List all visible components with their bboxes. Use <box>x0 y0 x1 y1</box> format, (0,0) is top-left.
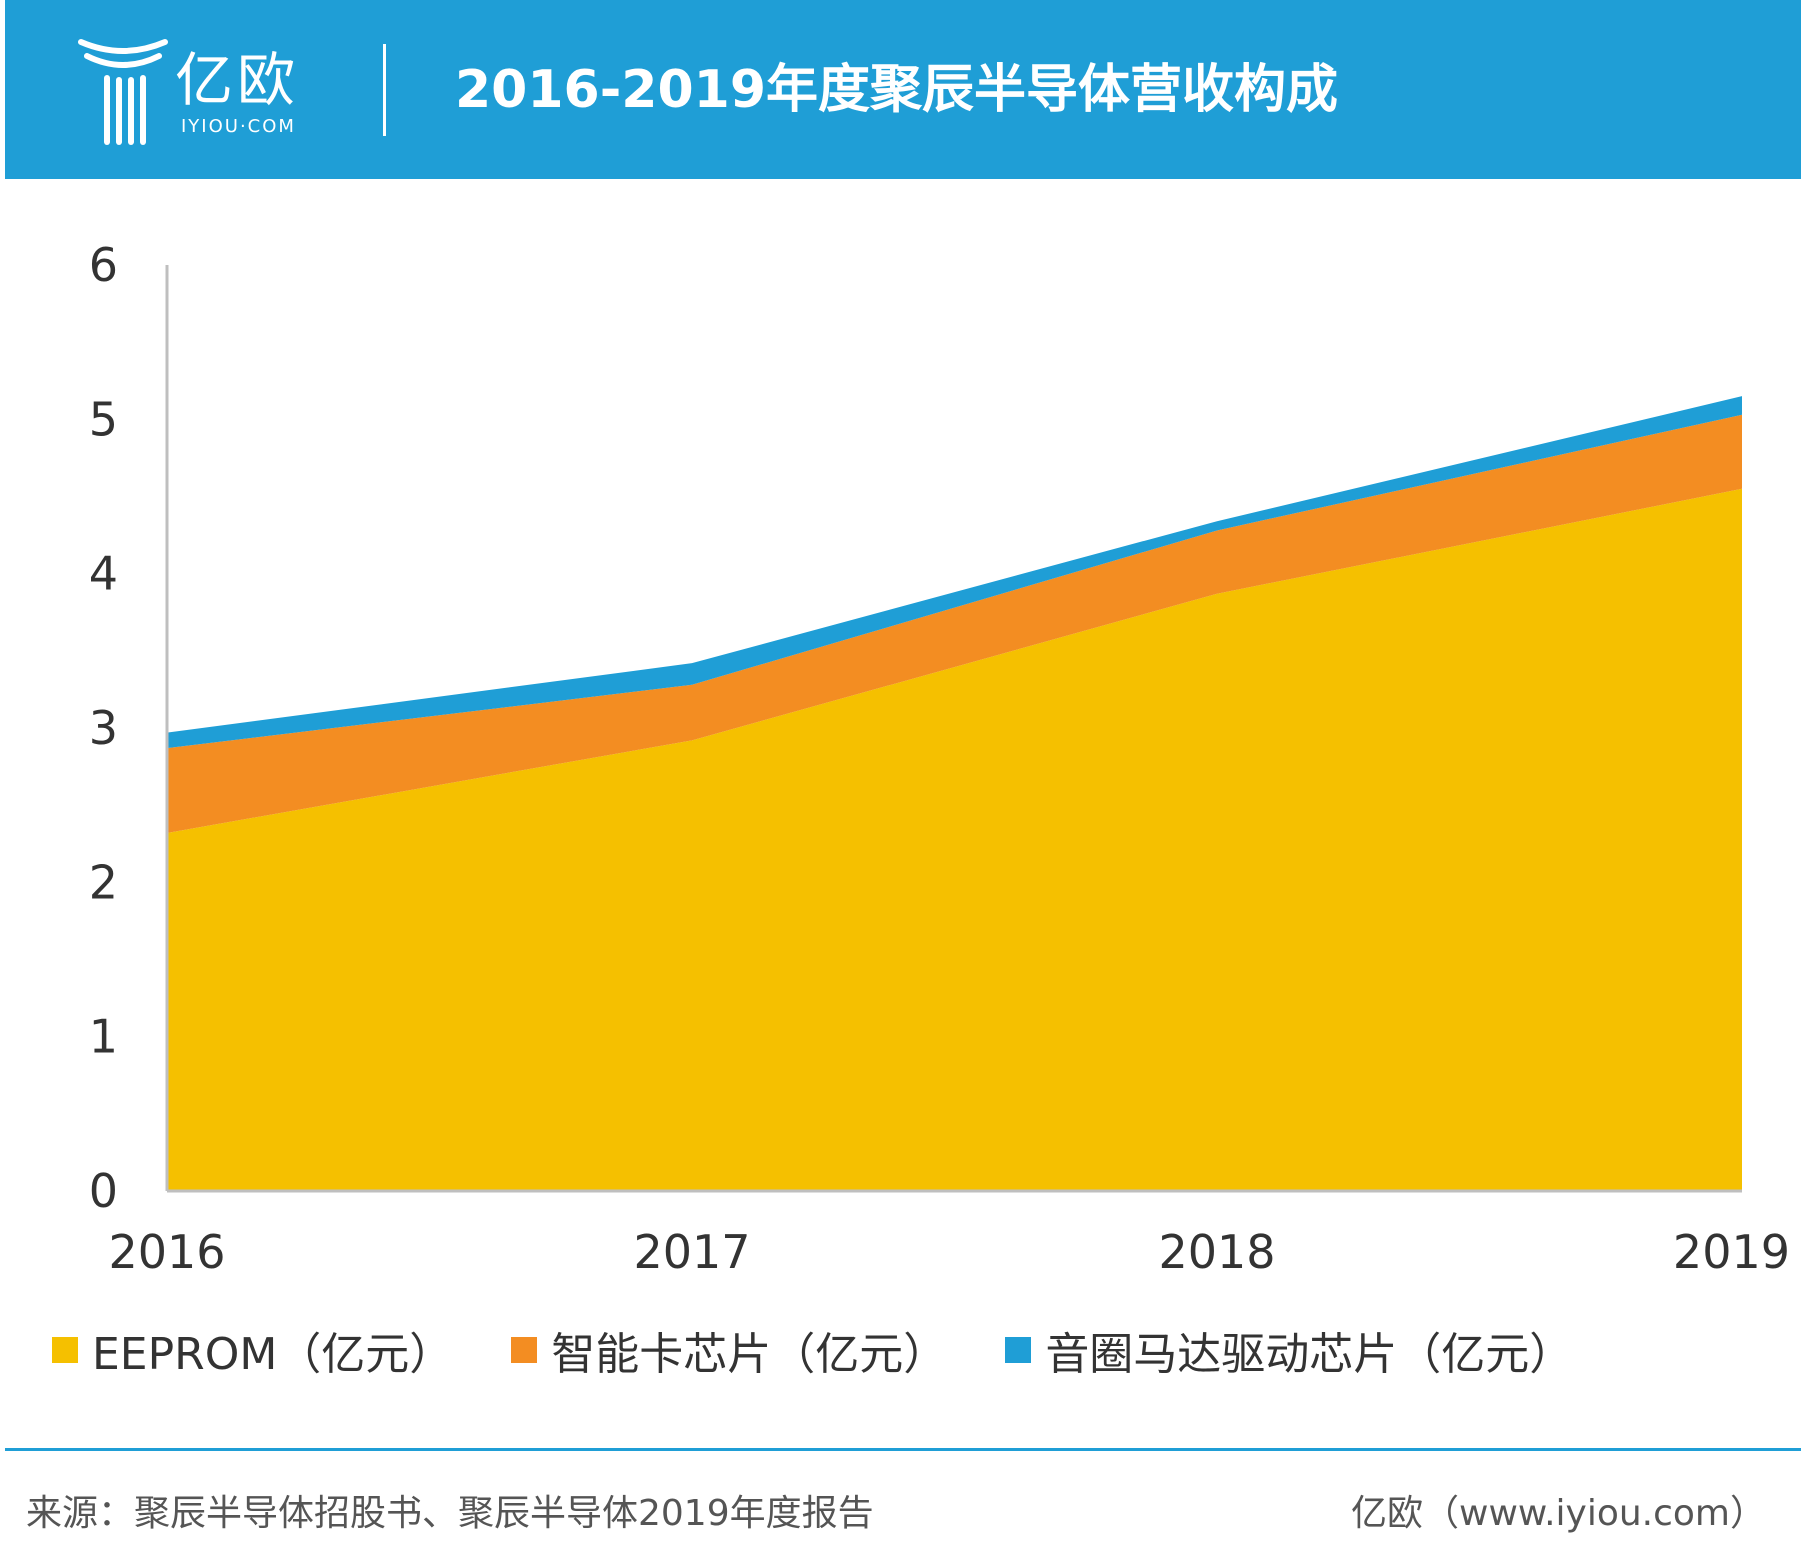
legend-item-voice-coil: 音圈马达驱动芯片（亿元） <box>1005 1318 1573 1382</box>
legend-swatch-eeprom <box>52 1337 78 1363</box>
y-tick-label-2: 2 <box>89 855 118 909</box>
y-tick-label-3: 3 <box>89 701 118 755</box>
x-tick-label-2: 2018 <box>1158 1225 1275 1279</box>
site-credit: 亿欧（www.iyiou.com） <box>1351 1493 1766 1534</box>
header-divider <box>383 44 386 136</box>
legend-swatch-voice-coil <box>1005 1337 1032 1363</box>
legend-label-eeprom: EEPROM（亿元） <box>92 1329 454 1380</box>
iyiou-logo-icon <box>78 39 168 145</box>
legend-swatch-smart-card <box>511 1337 538 1363</box>
logo-text: 亿欧 <box>175 46 300 114</box>
x-tick-label-0: 2016 <box>108 1225 225 1279</box>
y-tick-label-5: 5 <box>89 392 118 446</box>
footer-divider <box>5 1448 1801 1451</box>
axes-layer <box>165 265 1742 1193</box>
legend-item-eeprom: EEPROM（亿元） <box>52 1318 453 1382</box>
area-series-2 <box>167 396 1742 749</box>
legend-label-smart-card: 智能卡芯片（亿元） <box>551 1329 948 1380</box>
source-note: 来源：聚辰半导体招股书、聚辰半导体2019年度报告 <box>26 1493 874 1534</box>
y-tick-label-0: 0 <box>89 1164 118 1218</box>
y-tick-label-1: 1 <box>89 1010 118 1064</box>
x-tick-label-1: 2017 <box>633 1225 750 1279</box>
stacked-area-chart: 0 1 2 3 4 5 6 2016 2017 2018 2019 <box>89 238 1790 1279</box>
chart-title: 2016-2019年度聚辰半导体营收构成 <box>455 60 1339 120</box>
legend-item-smart-card: 智能卡芯片（亿元） <box>511 1318 947 1382</box>
header-banner: 亿欧 IYIOU·COM 2016-2019年度聚辰半导体营收构成 <box>5 0 1801 179</box>
tick-labels: 0 1 2 3 4 5 6 2016 2017 2018 2019 <box>89 238 1790 1279</box>
area-series-0 <box>167 488 1742 1191</box>
area-series-1 <box>167 414 1742 833</box>
legend: EEPROM（亿元） 智能卡芯片（亿元） 音圈马达驱动芯片（亿元） <box>52 1320 1631 1380</box>
logo-subtext: IYIOU·COM <box>181 116 296 137</box>
y-tick-label-6: 6 <box>89 238 118 292</box>
legend-label-voice-coil: 音圈马达驱动芯片（亿元） <box>1045 1329 1574 1380</box>
x-tick-label-3: 2019 <box>1673 1225 1790 1279</box>
y-tick-label-4: 4 <box>89 547 118 601</box>
area-layer <box>167 396 1742 1191</box>
